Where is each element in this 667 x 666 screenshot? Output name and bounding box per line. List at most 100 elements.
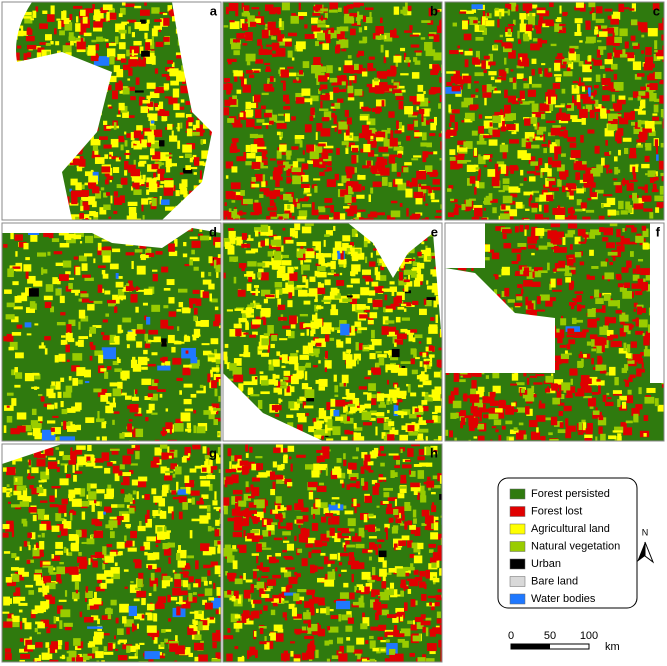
land-patch	[281, 245, 284, 252]
land-patch	[520, 288, 524, 294]
land-patch	[587, 129, 595, 134]
land-patch	[594, 289, 600, 298]
land-patch	[580, 134, 584, 143]
land-patch	[370, 252, 373, 258]
land-patch	[128, 280, 133, 288]
land-patch	[455, 412, 459, 419]
land-patch	[353, 422, 357, 429]
land-patch	[449, 430, 453, 438]
land-patch	[341, 81, 346, 86]
land-patch	[10, 428, 20, 435]
land-patch	[520, 101, 523, 104]
land-patch	[531, 203, 539, 209]
land-patch	[308, 426, 315, 433]
land-patch	[47, 251, 51, 256]
land-patch	[145, 252, 155, 258]
land-patch	[350, 271, 353, 276]
land-patch	[476, 140, 487, 145]
land-patch	[291, 57, 295, 61]
land-patch	[51, 427, 61, 435]
land-patch	[371, 329, 375, 339]
land-patch	[466, 178, 472, 186]
land-patch	[387, 127, 391, 134]
land-patch	[295, 97, 305, 104]
land-patch	[117, 289, 125, 297]
land-patch	[243, 8, 249, 17]
land-patch	[87, 182, 97, 188]
land-patch	[528, 100, 535, 104]
map-panel	[2, 2, 221, 220]
land-patch	[426, 337, 432, 345]
land-patch	[604, 272, 614, 280]
land-patch	[323, 416, 332, 421]
land-patch	[501, 291, 506, 297]
land-patch	[260, 166, 269, 169]
land-patch	[65, 344, 71, 353]
land-patch	[185, 101, 192, 106]
land-patch	[358, 217, 364, 220]
land-patch	[421, 20, 431, 23]
land-patch	[511, 402, 516, 407]
land-patch	[127, 423, 132, 432]
land-patch	[175, 418, 183, 424]
land-patch	[503, 242, 512, 249]
land-patch	[402, 302, 412, 307]
land-patch	[565, 277, 572, 283]
land-patch	[168, 297, 175, 304]
land-patch	[241, 78, 247, 87]
land-patch	[598, 385, 601, 394]
land-patch	[372, 79, 380, 88]
land-patch	[614, 377, 619, 386]
land-patch	[613, 156, 618, 162]
land-patch	[294, 286, 303, 290]
land-patch	[96, 36, 103, 42]
land-patch	[330, 260, 336, 270]
land-patch	[595, 74, 601, 82]
land-patch	[68, 32, 74, 40]
land-patch	[253, 70, 260, 73]
land-patch	[583, 354, 587, 358]
land-patch	[349, 196, 357, 203]
land-patch	[179, 172, 184, 175]
land-patch	[119, 7, 126, 15]
land-patch	[120, 23, 127, 26]
land-patch	[294, 135, 305, 140]
land-patch	[97, 389, 107, 398]
land-patch	[282, 94, 289, 102]
land-patch	[446, 71, 456, 74]
land-patch	[635, 330, 644, 335]
land-patch	[301, 174, 309, 182]
land-patch	[139, 160, 147, 164]
land-patch	[92, 186, 99, 191]
land-patch	[474, 186, 477, 195]
land-patch	[353, 63, 359, 70]
land-patch	[383, 422, 391, 430]
land-patch	[554, 74, 562, 77]
land-patch	[609, 108, 615, 112]
land-patch	[527, 244, 536, 249]
land-patch	[233, 374, 244, 383]
land-patch	[344, 109, 349, 117]
land-patch	[510, 168, 514, 174]
land-patch	[620, 238, 630, 245]
land-patch	[526, 271, 534, 279]
land-patch	[96, 573, 107, 580]
land-patch	[149, 200, 153, 205]
land-patch	[585, 21, 591, 30]
land-patch	[612, 392, 622, 396]
land-patch	[349, 296, 358, 305]
land-patch	[231, 43, 241, 50]
land-patch	[245, 161, 252, 166]
land-patch	[629, 179, 638, 182]
land-patch	[214, 306, 219, 311]
land-patch	[376, 414, 385, 420]
land-patch	[367, 298, 373, 304]
land-patch	[249, 312, 254, 316]
land-patch	[318, 386, 326, 391]
land-patch	[346, 141, 349, 149]
land-patch	[219, 513, 221, 520]
land-patch	[547, 140, 551, 148]
land-patch	[424, 365, 427, 373]
land-patch	[498, 274, 502, 277]
land-patch	[523, 434, 527, 440]
